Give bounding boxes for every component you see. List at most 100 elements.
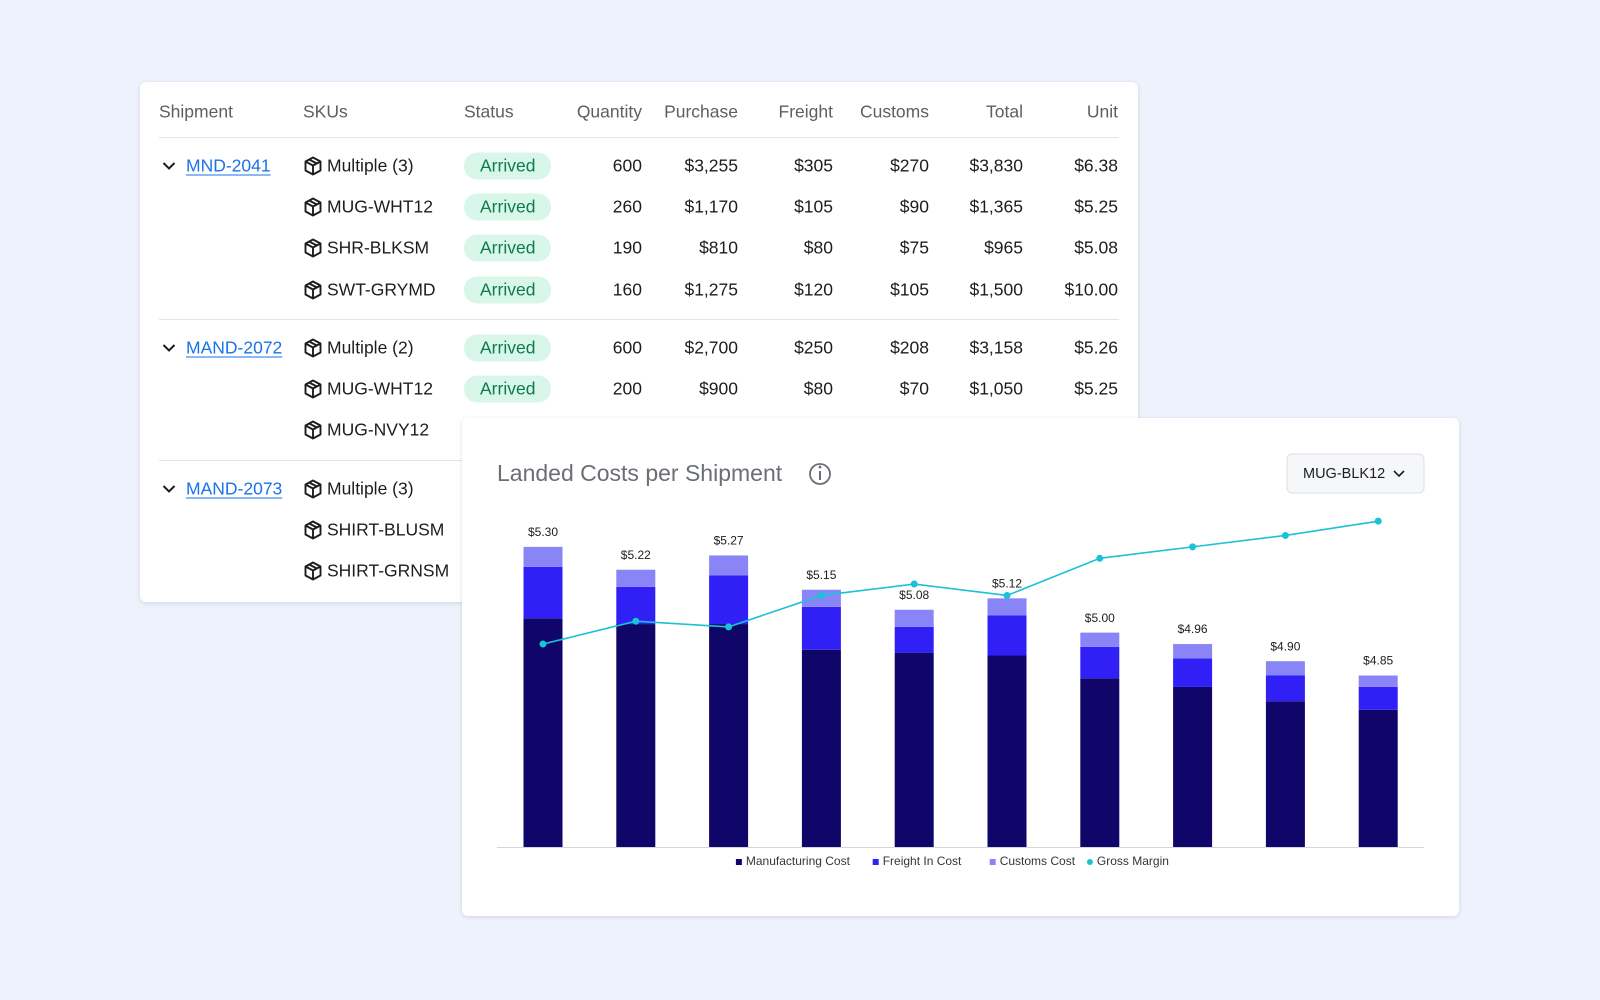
line-point	[817, 591, 825, 599]
total-label: $4.90	[1270, 639, 1300, 653]
bar-segment	[894, 626, 934, 653]
sku: SWT-GRYMD	[327, 279, 436, 300]
value-cell: $1,500	[969, 279, 1023, 300]
status-badge: Arrived	[464, 375, 552, 403]
value-cell: $5.25	[1074, 196, 1118, 217]
total-label: $5.22	[621, 548, 651, 562]
line-point	[1096, 554, 1104, 562]
value-cell: $3,830	[969, 155, 1023, 176]
bar-segment	[987, 655, 1027, 847]
bar-segment	[709, 575, 749, 625]
bar-segment	[1080, 646, 1120, 679]
legend-label: Freight In Cost	[883, 854, 962, 868]
bar-segment	[1358, 675, 1398, 687]
info-icon[interactable]	[809, 463, 831, 485]
status-badge: Arrived	[464, 234, 552, 262]
legend-label: Customs Cost	[1000, 854, 1076, 868]
package-icon	[304, 280, 322, 300]
value-cell: $1,365	[969, 196, 1023, 217]
sku: Multiple (3)	[327, 155, 414, 176]
value-cell: 600	[612, 337, 642, 358]
shipment-link[interactable]: MND-2041	[186, 155, 271, 176]
value-cell: $270	[890, 155, 929, 176]
status-badge: Arrived	[464, 193, 552, 221]
sku: SHR-BLKSM	[327, 237, 430, 258]
value-cell: $208	[890, 337, 929, 358]
value-cell: $6.38	[1074, 155, 1118, 176]
value-cell: 200	[612, 378, 642, 399]
line-point	[1003, 591, 1011, 599]
bar-segment	[801, 649, 841, 847]
column-header: Total	[986, 101, 1023, 122]
total-label: $5.00	[1085, 611, 1115, 625]
bar-segment	[1080, 678, 1120, 847]
column-header: SKUs	[303, 101, 348, 122]
value-cell: $80	[803, 378, 833, 399]
bar-segment	[709, 624, 749, 847]
value-cell: $120	[794, 279, 833, 300]
sku: MUG-WHT12	[327, 196, 433, 217]
value-cell: $2,700	[684, 337, 738, 358]
status-badge: Arrived	[464, 276, 552, 304]
row-separator	[159, 319, 1119, 320]
bar-segment	[1265, 675, 1305, 702]
line-point	[725, 623, 733, 631]
bar-segment	[616, 624, 656, 847]
total-label: $5.15	[806, 568, 836, 582]
bar-segment	[894, 609, 934, 627]
bar-segment	[1358, 709, 1398, 847]
value-cell: $5.26	[1074, 337, 1118, 358]
value-cell: $900	[699, 378, 738, 399]
value-cell: $70	[899, 378, 929, 399]
bar-segment	[523, 566, 563, 619]
bar-segment	[616, 569, 656, 587]
value-cell: $305	[794, 155, 833, 176]
row-separator	[159, 137, 1119, 138]
expand-chevron[interactable]	[162, 161, 176, 171]
package-icon	[304, 561, 322, 581]
dropdown-label: MUG-BLK12	[1303, 466, 1385, 482]
total-label: $5.08	[899, 588, 929, 602]
line-point	[1374, 517, 1382, 525]
value-cell: $105	[890, 279, 929, 300]
total-label: $4.85	[1363, 654, 1393, 668]
sku: SHIRT-GRNSM	[327, 560, 450, 581]
bar-segment	[523, 618, 563, 847]
value-cell: $10.00	[1064, 279, 1118, 300]
value-cell: $105	[794, 196, 833, 217]
package-icon	[304, 379, 322, 399]
value-cell: $5.25	[1074, 378, 1118, 399]
bar-segment	[1173, 658, 1213, 687]
package-icon	[304, 520, 322, 540]
chart: Landed Costs per Shipment MUG-BLK12 $5.3…	[497, 453, 1425, 868]
value-cell: $3,158	[969, 337, 1023, 358]
line-point	[632, 617, 640, 625]
value-cell: $80	[803, 237, 833, 258]
shipment-link[interactable]: MAND-2073	[186, 478, 283, 499]
package-icon	[304, 338, 322, 358]
bar-segment	[709, 555, 749, 576]
sku-dropdown[interactable]: MUG-BLK12	[1286, 453, 1425, 494]
line-point	[1281, 531, 1289, 539]
legend-swatch	[872, 859, 879, 865]
chart-title: Landed Costs per Shipment	[497, 460, 783, 486]
legend-label: Manufacturing Cost	[746, 854, 851, 868]
package-icon	[304, 420, 322, 440]
value-cell: $250	[794, 337, 833, 358]
sku: SHIRT-BLUSM	[327, 519, 445, 540]
column-header: Shipment	[159, 101, 233, 122]
column-header: Quantity	[576, 101, 642, 122]
value-cell: $965	[984, 237, 1023, 258]
line-series	[542, 520, 1379, 645]
shipment-link[interactable]: MAND-2072	[186, 337, 283, 358]
bar-segment	[987, 598, 1027, 616]
status-badge: Arrived	[464, 334, 552, 362]
bar-segment	[1173, 644, 1213, 659]
bar-segment	[1173, 686, 1213, 847]
value-cell: $1,170	[684, 196, 738, 217]
expand-chevron[interactable]	[162, 484, 176, 494]
line-point	[539, 640, 547, 648]
expand-chevron[interactable]	[162, 343, 176, 353]
line-point	[1189, 543, 1197, 551]
